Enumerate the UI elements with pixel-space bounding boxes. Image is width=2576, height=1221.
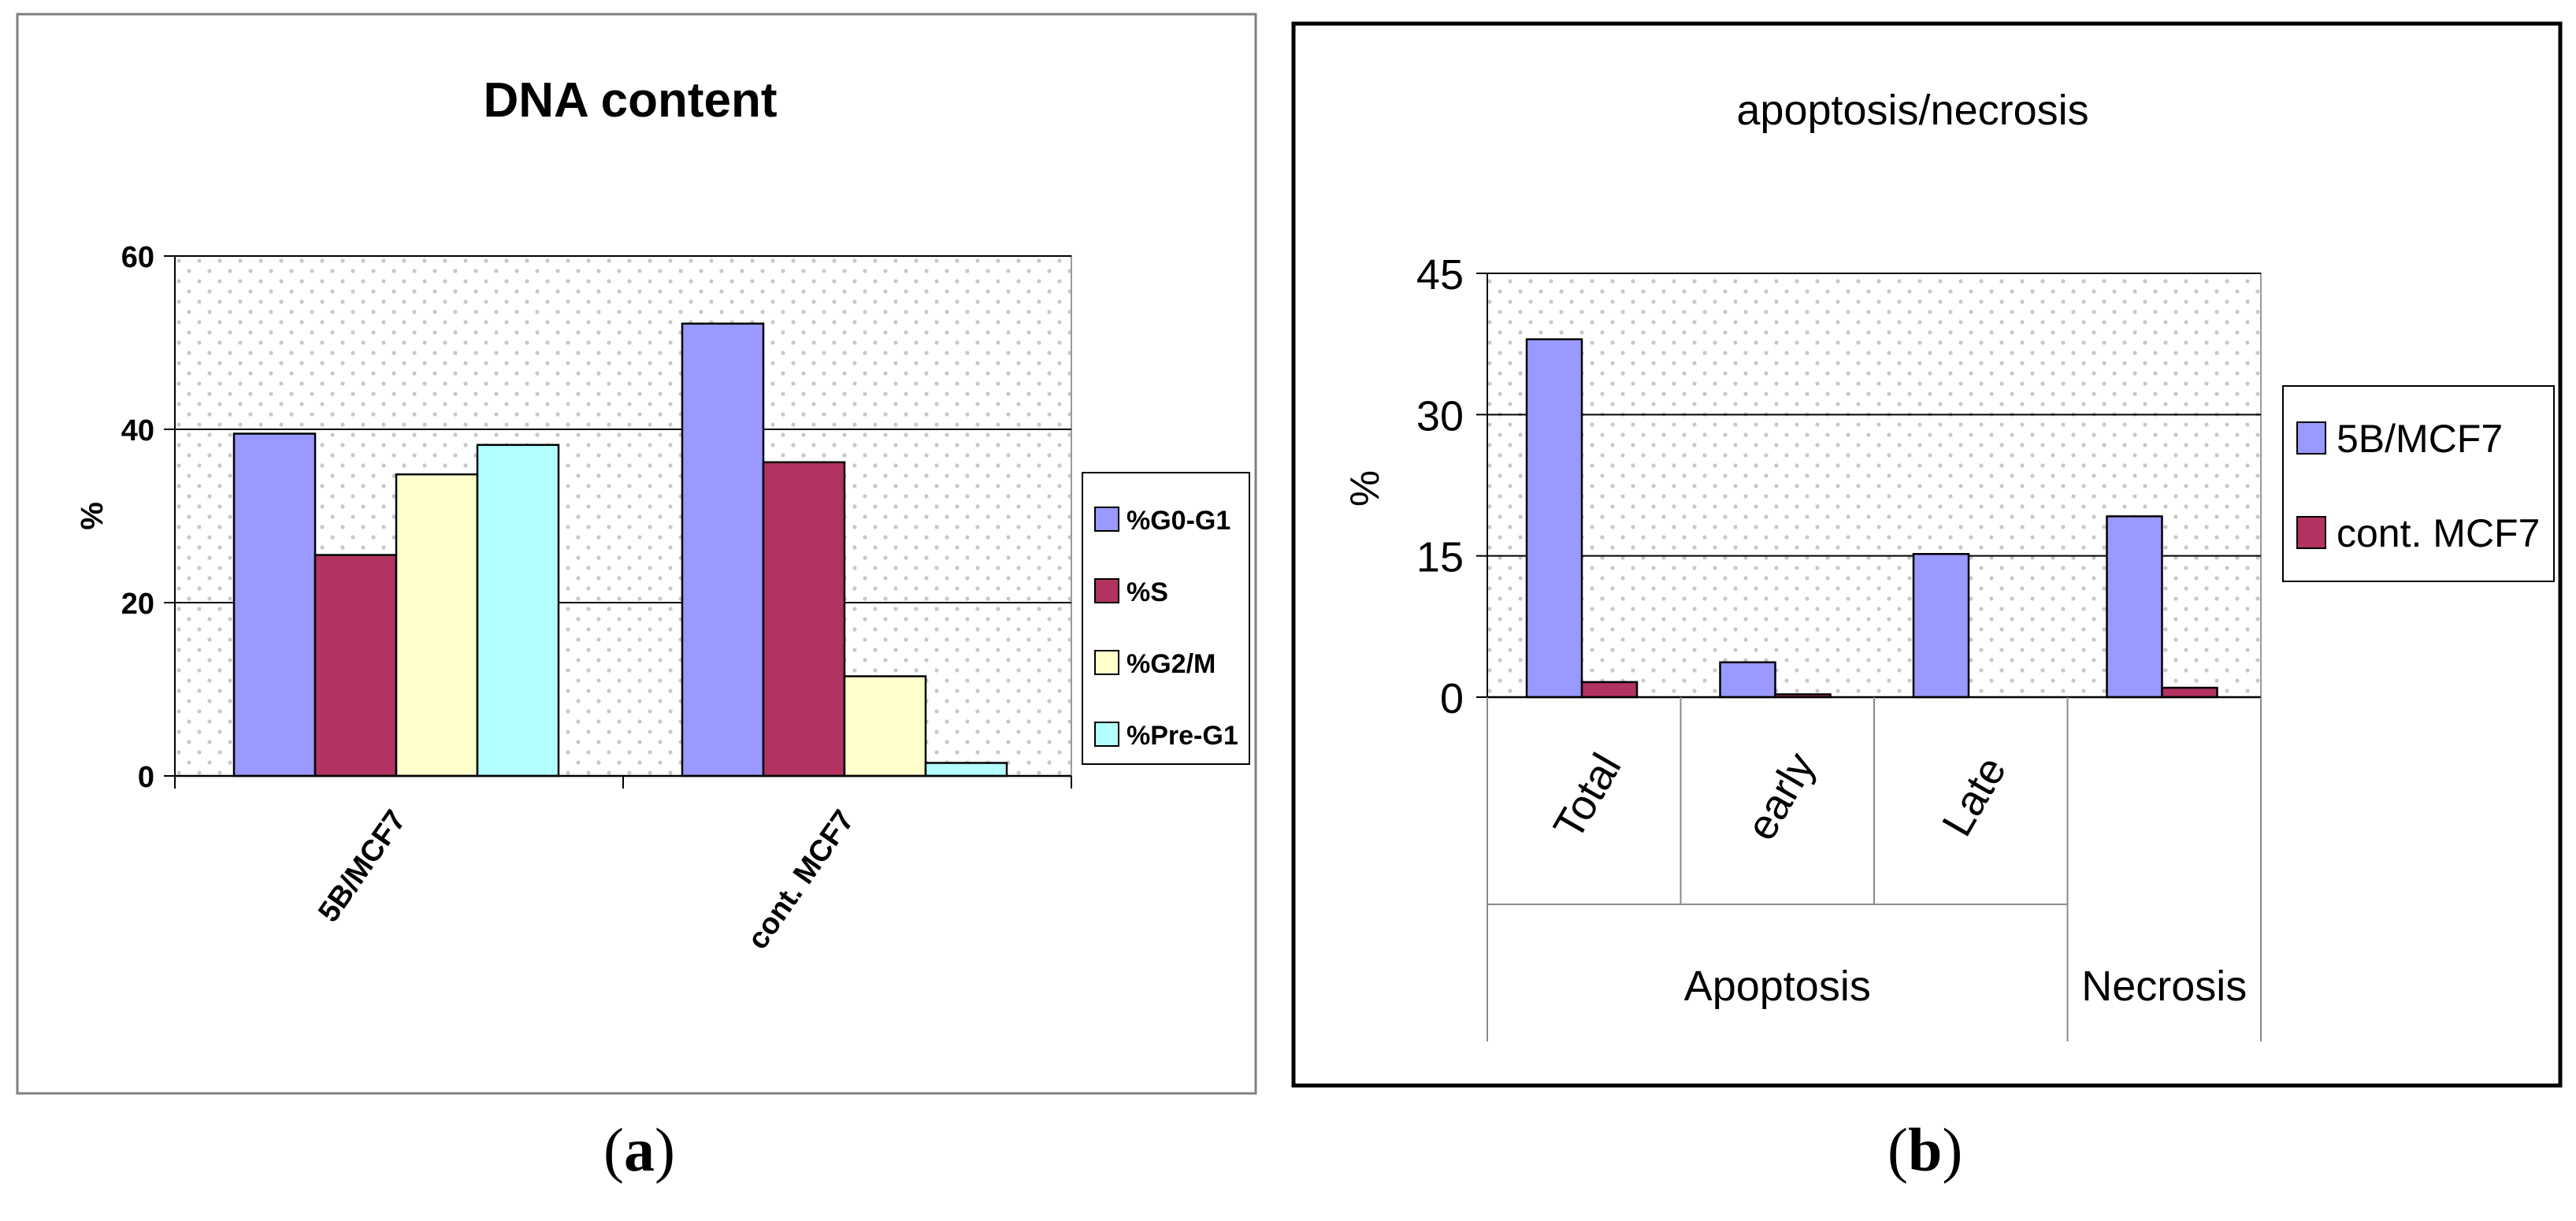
bar-g0-g1-cont-mcf7	[681, 322, 765, 778]
chart-a-y-tick-label: 20	[121, 588, 154, 621]
bar-5b-mcf7-late	[1912, 553, 1970, 699]
bar-s-5b-mcf7	[314, 554, 398, 778]
bar-5b-mcf7-early	[1719, 661, 1776, 699]
legend-label-g2-m: %G2/M	[1127, 649, 1216, 679]
chart-b-y-axis-label: %	[1342, 470, 1388, 507]
legend-swatch-g0-g1	[1094, 507, 1119, 532]
chart-b-legend-box	[2282, 385, 2555, 582]
caption-b-letter: b	[1907, 1115, 1943, 1184]
bar-5b-mcf7-total	[1525, 338, 1583, 699]
bar-cont-mcf7-necrosis	[2161, 686, 2218, 699]
legend-swatch-g2-m	[1094, 650, 1119, 675]
legend-label-s: %S	[1127, 577, 1168, 607]
chart-b-y-tick-label: 15	[1416, 534, 1464, 581]
caption-a-letter: a	[623, 1115, 655, 1184]
bar-g2-m-cont-mcf7	[843, 675, 927, 778]
bar-cont-mcf7-total	[1580, 681, 1639, 699]
legend-label-5b-mcf7: 5B/MCF7	[2337, 417, 2503, 461]
chart-a-y-tick-label: 60	[121, 241, 154, 274]
bar-s-cont-mcf7	[762, 461, 846, 778]
bar-g0-g1-5b-mcf7	[232, 432, 317, 778]
chart-b-y-tick-label: 30	[1416, 392, 1464, 440]
bar-5b-mcf7-necrosis	[2106, 515, 2163, 699]
chart-a-title: DNA content	[483, 73, 777, 128]
bar-g2-m-5b-mcf7	[395, 473, 479, 778]
legend-swatch-pre-g1	[1094, 722, 1119, 747]
chart-b-y-tick-label: 0	[1440, 675, 1464, 722]
chart-b-legend: 5B/MCF7 cont. MCF7	[2282, 385, 2555, 582]
legend-label-cont-mcf7: cont. MCF7	[2337, 511, 2540, 555]
legend-swatch-s	[1094, 578, 1119, 603]
chart-a-y-axis-label: %	[75, 502, 109, 530]
chart-b-group-label-necrosis: Necrosis	[2081, 963, 2247, 1010]
caption-b: (b)	[1887, 1115, 1963, 1184]
chart-b-title: apoptosis/necrosis	[1736, 87, 2088, 134]
chart-a-y-tick-label: 0	[138, 761, 154, 794]
chart-a-legend: %G0-G1 %S %G2/M %Pre-G1	[1082, 472, 1250, 765]
bar-pre-g1-cont-mcf7	[924, 762, 1008, 778]
legend-label-pre-g1: %Pre-G1	[1127, 721, 1238, 751]
chart-a-y-tick-label: 40	[121, 414, 154, 447]
legend-label-g0-g1: %G0-G1	[1127, 506, 1230, 536]
chart-b-bars	[1525, 338, 2218, 699]
chart-b-group-label-apoptosis: Apoptosis	[1684, 963, 1871, 1010]
chart-b-y-tick-label: 45	[1416, 251, 1464, 299]
legend-swatch-5b-mcf7	[2296, 421, 2326, 455]
chart-a-bars	[232, 322, 1008, 778]
caption-a: (a)	[603, 1115, 675, 1184]
legend-swatch-cont-mcf7	[2296, 516, 2326, 549]
bar-pre-g1-5b-mcf7	[476, 443, 560, 778]
